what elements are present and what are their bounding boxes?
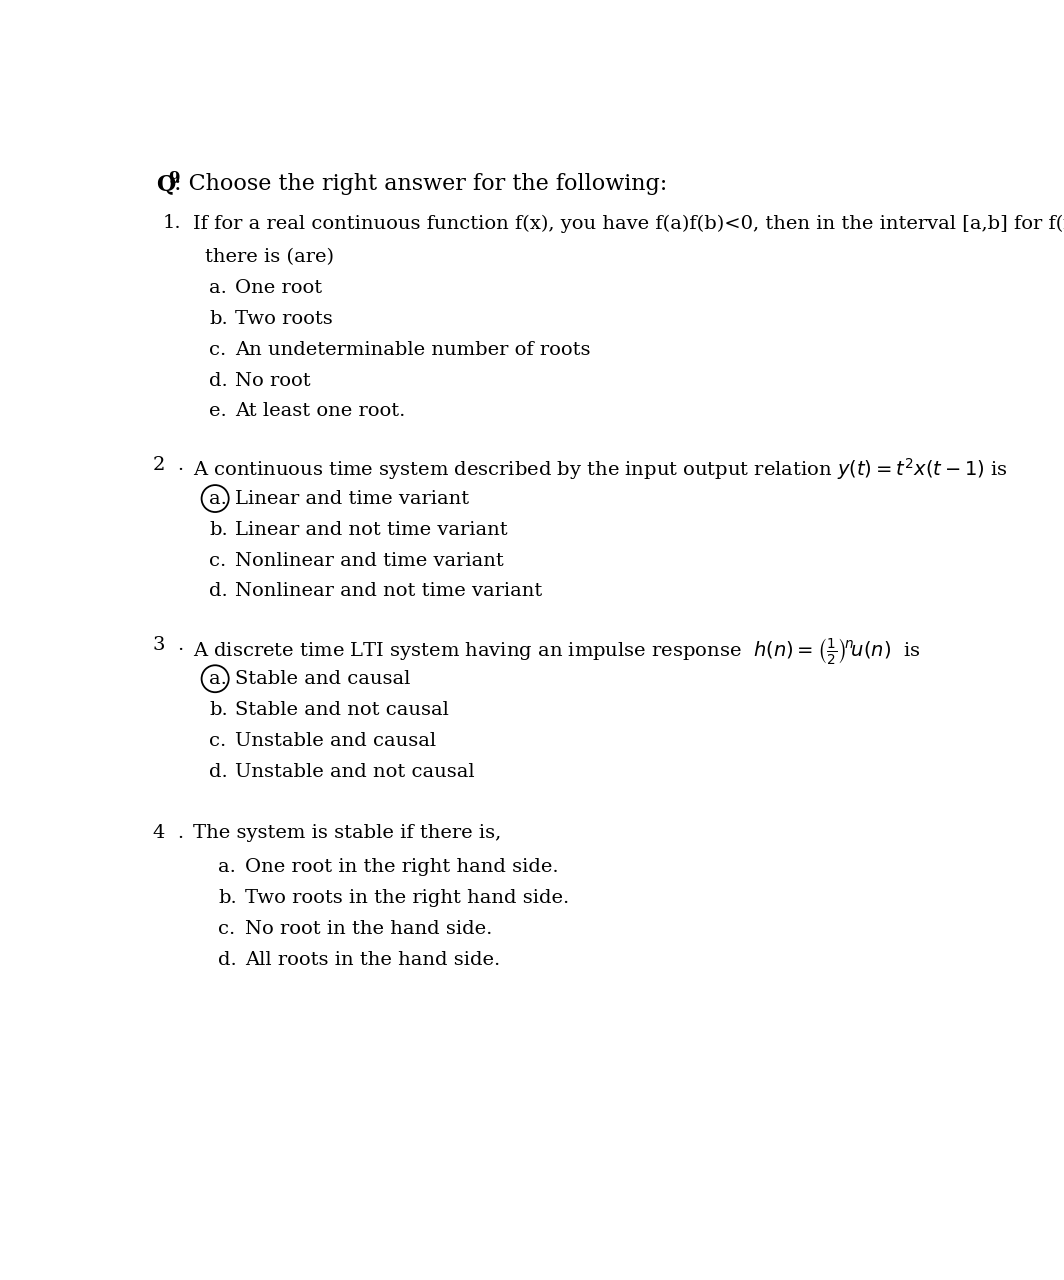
Text: No root in the hand side.: No root in the hand side.: [246, 920, 493, 938]
Text: Q: Q: [156, 173, 176, 195]
Text: 1.: 1.: [163, 215, 181, 233]
Text: Stable and not causal: Stable and not causal: [235, 701, 449, 719]
Text: At least one root.: At least one root.: [235, 402, 405, 420]
Text: a.: a.: [209, 279, 227, 297]
Text: b.: b.: [209, 310, 228, 328]
Text: b.: b.: [209, 521, 228, 539]
Text: there is (are): there is (are): [205, 248, 334, 266]
Text: c.: c.: [209, 552, 227, 570]
Text: c.: c.: [209, 732, 227, 750]
Text: The system is stable if there is,: The system is stable if there is,: [194, 824, 502, 842]
Text: Stable and causal: Stable and causal: [235, 671, 411, 689]
Text: b.: b.: [218, 888, 237, 908]
Text: d.: d.: [218, 951, 237, 969]
Text: One root in the right hand side.: One root in the right hand side.: [246, 858, 559, 876]
Text: No root: No root: [235, 371, 311, 389]
Text: Nonlinear and time variant: Nonlinear and time variant: [235, 552, 504, 570]
Text: If for a real continuous function f(x), you have f(a)f(b)<0, then in the interva: If for a real continuous function f(x), …: [194, 215, 1064, 233]
Text: A discrete time LTI system having an impulse response  $h(n) = \left(\frac{1}{2}: A discrete time LTI system having an imp…: [194, 636, 920, 667]
Text: Two roots: Two roots: [235, 310, 333, 328]
Text: An undeterminable number of roots: An undeterminable number of roots: [235, 340, 591, 358]
Text: Nonlinear and not time variant: Nonlinear and not time variant: [235, 582, 543, 600]
Text: d.: d.: [209, 763, 228, 781]
Text: : Choose the right answer for the following:: : Choose the right answer for the follow…: [174, 173, 668, 195]
Text: d.: d.: [209, 371, 228, 389]
Text: a.: a.: [209, 490, 227, 508]
Text: Linear and not time variant: Linear and not time variant: [235, 521, 508, 539]
Text: 9: 9: [168, 170, 180, 187]
Text: Unstable and not causal: Unstable and not causal: [235, 763, 475, 781]
Text: All roots in the hand side.: All roots in the hand side.: [246, 951, 501, 969]
Text: One root: One root: [235, 279, 322, 297]
Text: Two roots in the right hand side.: Two roots in the right hand side.: [246, 888, 569, 908]
Text: c.: c.: [209, 340, 227, 358]
Text: 2  .: 2 .: [153, 456, 184, 474]
Text: b.: b.: [209, 701, 228, 719]
Text: e.: e.: [209, 402, 227, 420]
Text: 3  .: 3 .: [153, 636, 184, 654]
Text: a.: a.: [209, 671, 227, 689]
Text: c.: c.: [218, 920, 235, 938]
Text: A continuous time system described by the input output relation $y(t)=t^2x(t -1): A continuous time system described by th…: [194, 456, 1009, 483]
Text: d.: d.: [209, 582, 228, 600]
Text: Linear and time variant: Linear and time variant: [235, 490, 469, 508]
Text: 4  .: 4 .: [153, 824, 184, 842]
Text: Unstable and causal: Unstable and causal: [235, 732, 436, 750]
Text: a.: a.: [218, 858, 236, 876]
